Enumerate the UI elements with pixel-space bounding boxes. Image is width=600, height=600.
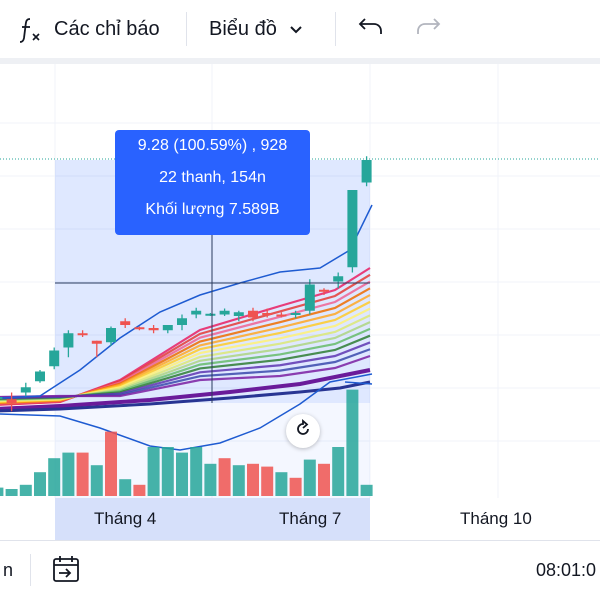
volume-bar (176, 452, 188, 496)
toolbar-shadow (0, 58, 600, 64)
candle-body (35, 371, 45, 382)
lower-band-line (344, 381, 373, 385)
volume-bar (318, 463, 330, 496)
candle-body (49, 350, 60, 367)
tooltip-volume: Khối lượng 7.589B (145, 201, 280, 218)
candle-body (20, 387, 31, 393)
top-toolbar: Các chỉ báo Biểu đồ (0, 0, 600, 58)
volume-bar (19, 484, 32, 496)
candle-body (319, 289, 329, 292)
candle-body (290, 313, 301, 315)
range-label[interactable]: n (3, 560, 14, 580)
candle-body (304, 284, 315, 311)
toolbar-divider (335, 12, 336, 46)
lower-band-line (0, 373, 373, 451)
toolbar-divider (186, 12, 187, 46)
chart-type-button[interactable]: Biểu đồ (209, 0, 303, 58)
volume-bar (161, 447, 174, 496)
volume-bar (48, 458, 61, 496)
candle-body (6, 399, 17, 403)
undo-icon (358, 15, 384, 43)
candle-body (333, 276, 344, 282)
volume-bar (5, 489, 18, 496)
ma-ribbon-line (0, 368, 371, 411)
bottom-divider (30, 554, 31, 586)
candle-body (120, 321, 131, 325)
candle-body (91, 340, 102, 344)
candle-body (262, 313, 273, 315)
volume-bar (332, 447, 345, 496)
reset-chart-icon (293, 418, 313, 444)
volume-bar (275, 472, 288, 496)
volume-bar (76, 452, 89, 496)
clock-label: 08:01:0 (536, 560, 597, 580)
volume-bar (119, 479, 132, 496)
volume-bar (247, 463, 259, 496)
redo-button[interactable] (415, 0, 441, 58)
volume-bar (133, 484, 146, 496)
candle-body (77, 333, 88, 336)
candle-body (63, 333, 74, 348)
bottom-bar: n 08:01:0 (0, 540, 600, 600)
volume-bar (204, 463, 217, 496)
calendar-goto-icon[interactable] (51, 554, 81, 589)
candle-body (162, 325, 173, 331)
candle-body (219, 310, 230, 315)
x-tick-label: Tháng 4 (94, 509, 157, 528)
candle-body (347, 190, 358, 268)
candle-body (106, 328, 116, 343)
x-tick-label: Tháng 7 (279, 509, 342, 528)
bottom-divider (0, 540, 600, 541)
candle-body (177, 318, 187, 325)
time-axis-selection (55, 498, 370, 540)
volume-bar (232, 465, 245, 496)
candle-body (361, 160, 372, 183)
reset-chart-button[interactable] (286, 414, 320, 448)
candle-body (148, 328, 159, 331)
volume-bar (105, 431, 117, 496)
volume-bar (346, 389, 359, 496)
candle-body (248, 310, 258, 318)
function-icon (16, 14, 44, 44)
indicators-button[interactable]: Các chỉ báo (16, 0, 160, 58)
volume-bar (147, 447, 160, 496)
indicators-label: Các chỉ báo (54, 17, 160, 40)
time-axis[interactable]: Tháng 4 Tháng 7 Tháng 10 (0, 498, 600, 540)
chevron-down-icon (289, 18, 303, 41)
candle-body (276, 314, 287, 317)
chart-type-label: Biểu đồ (209, 17, 277, 40)
tooltip-price-change: 9.28 (100.59%) , 928 (137, 137, 288, 154)
volume-bar (360, 484, 373, 496)
upper-band-line (0, 204, 373, 399)
candle-body (191, 310, 202, 315)
volume-bar (303, 459, 316, 496)
volume-bar (34, 472, 46, 496)
crosshair-tooltip: 9.28 (100.59%) , 928 22 thanh, 154n Khối… (115, 130, 310, 235)
ma-ribbon-line (0, 354, 371, 399)
candle-body (205, 313, 216, 316)
undo-button[interactable] (358, 0, 384, 58)
redo-icon (415, 15, 441, 43)
volume-bar (218, 458, 231, 496)
candle-body (0, 397, 3, 399)
candle-body (233, 312, 244, 316)
volume-bar (0, 487, 4, 496)
volume-bar (289, 477, 302, 496)
candle-body (134, 327, 145, 330)
volume-bar (62, 452, 75, 496)
x-tick-label: Tháng 10 (460, 509, 532, 528)
volume-bar (261, 466, 274, 496)
volume-bar (190, 447, 203, 496)
volume-bar (90, 465, 103, 496)
tooltip-bar-count: 22 thanh, 154n (159, 169, 266, 186)
chart-pane[interactable]: 9.28 (100.59%) , 928 22 thanh, 154n Khối… (0, 64, 600, 540)
ma-ribbon-line (0, 380, 371, 413)
